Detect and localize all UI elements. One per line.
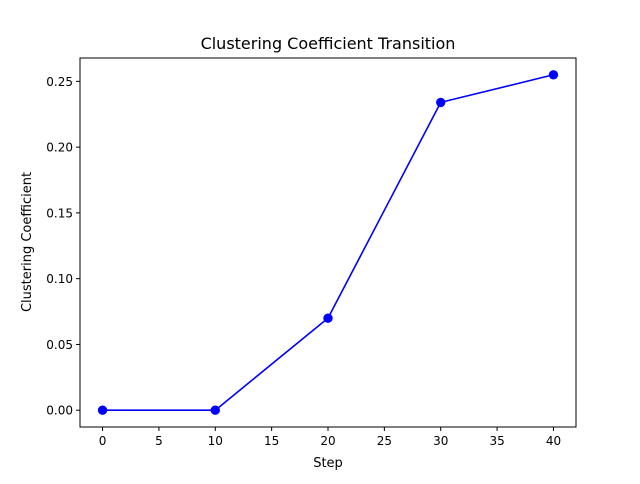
- y-tick-label: 0.00: [46, 404, 73, 418]
- data-point: [97, 405, 108, 415]
- x-tick-label: 25: [377, 434, 392, 448]
- plot-content: [97, 70, 559, 415]
- x-tick-label: 20: [320, 434, 335, 448]
- y-tick-label: 0.10: [46, 272, 73, 286]
- y-tick-label: 0.25: [46, 75, 73, 89]
- data-point: [436, 97, 446, 108]
- x-axis-label: Step: [313, 456, 343, 471]
- y-tick-label: 0.20: [46, 141, 73, 155]
- y-axis-ticks: 0.00 0.05 0.10 0.15 0.20 0.25: [46, 75, 80, 418]
- chart-title: Clustering Coefficient Transition: [201, 34, 456, 53]
- y-axis-label: Clustering Coefficient: [20, 172, 35, 312]
- y-tick-label: 0.15: [46, 206, 73, 220]
- y-tick-label: 0.05: [46, 338, 73, 352]
- x-tick-label: 35: [489, 434, 504, 448]
- x-tick-label: 5: [155, 434, 163, 448]
- data-point: [548, 70, 559, 80]
- x-tick-label: 40: [546, 434, 561, 448]
- x-axis-ticks: 0 5 10 15 20 25 30 35 40: [99, 427, 561, 448]
- x-tick-label: 0: [99, 434, 107, 448]
- axes-frame: [79, 57, 577, 428]
- x-tick-label: 10: [208, 434, 223, 448]
- x-tick-label: 30: [433, 434, 448, 448]
- x-tick-label: 15: [264, 434, 279, 448]
- data-point: [323, 313, 333, 323]
- data-point: [210, 405, 220, 415]
